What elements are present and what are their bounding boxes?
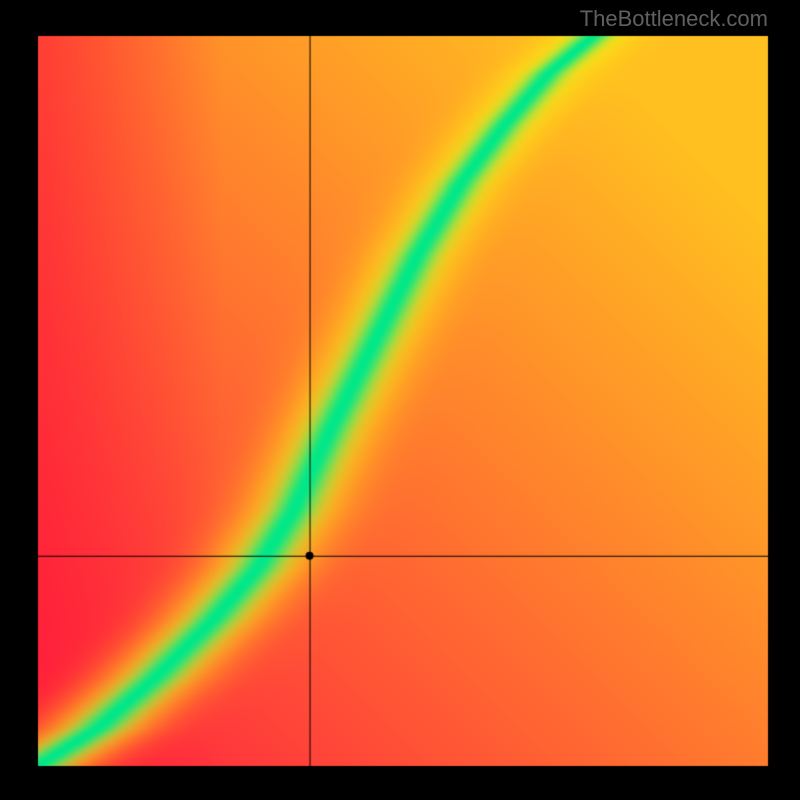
- heatmap-canvas: [0, 0, 800, 800]
- chart-container: TheBottleneck.com: [0, 0, 800, 800]
- watermark-text: TheBottleneck.com: [580, 6, 768, 32]
